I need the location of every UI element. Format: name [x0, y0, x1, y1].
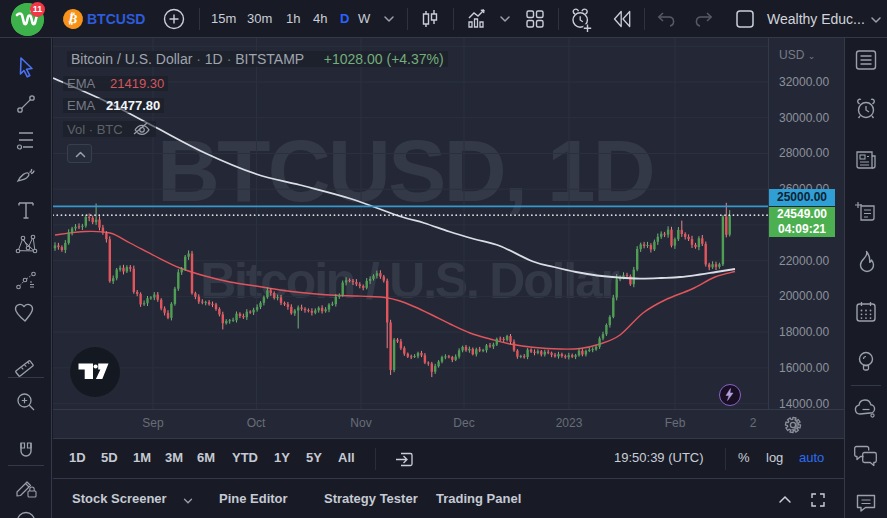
svg-text:BTCUSD, 1D: BTCUSD, 1D	[157, 122, 653, 219]
